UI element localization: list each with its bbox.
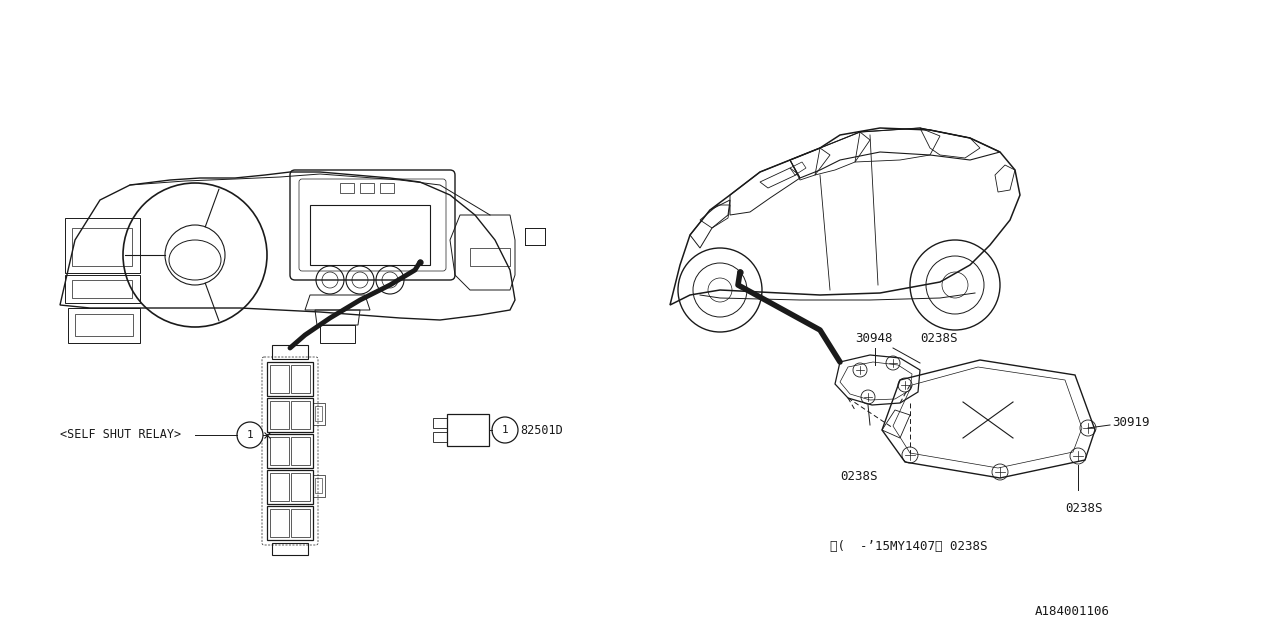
Bar <box>65 275 140 303</box>
Text: 1: 1 <box>247 430 253 440</box>
Bar <box>291 473 310 501</box>
Circle shape <box>237 422 262 448</box>
Bar <box>72 280 132 298</box>
Bar <box>340 183 355 193</box>
Bar <box>268 362 314 396</box>
Bar <box>76 314 133 336</box>
Bar <box>291 365 310 393</box>
Bar <box>310 205 430 265</box>
Bar <box>268 434 314 468</box>
Bar <box>68 308 140 343</box>
Bar <box>320 325 355 343</box>
Text: 0238S: 0238S <box>1065 502 1102 515</box>
Bar <box>72 228 132 266</box>
Bar <box>315 406 323 421</box>
Text: 30948: 30948 <box>855 332 892 345</box>
Text: A184001106: A184001106 <box>1036 605 1110 618</box>
Bar <box>433 418 447 428</box>
Text: 0238S: 0238S <box>920 332 957 345</box>
Bar <box>291 401 310 429</box>
Text: ※(  -’15MY1407） 0238S: ※( -’15MY1407） 0238S <box>829 540 987 553</box>
Bar <box>470 248 509 266</box>
Bar <box>268 398 314 432</box>
Bar <box>273 345 308 359</box>
Text: 1: 1 <box>502 425 508 435</box>
Text: 30919: 30919 <box>1112 415 1149 429</box>
Bar <box>314 475 325 497</box>
Bar <box>270 473 289 501</box>
Text: 82501D: 82501D <box>520 424 563 436</box>
Bar <box>270 365 289 393</box>
Bar <box>270 401 289 429</box>
Text: <SELF SHUT RELAY>: <SELF SHUT RELAY> <box>60 429 182 442</box>
Bar <box>291 509 310 537</box>
Bar <box>65 218 140 273</box>
Bar <box>291 437 310 465</box>
Bar <box>447 414 489 446</box>
Bar <box>360 183 374 193</box>
Bar <box>273 543 308 555</box>
Bar <box>433 432 447 442</box>
Bar <box>268 470 314 504</box>
Bar <box>270 437 289 465</box>
Text: 0238S: 0238S <box>840 470 878 483</box>
Bar <box>270 509 289 537</box>
Bar <box>314 403 325 425</box>
Bar <box>380 183 394 193</box>
Bar <box>268 506 314 540</box>
Bar <box>315 478 323 493</box>
Circle shape <box>492 417 518 443</box>
